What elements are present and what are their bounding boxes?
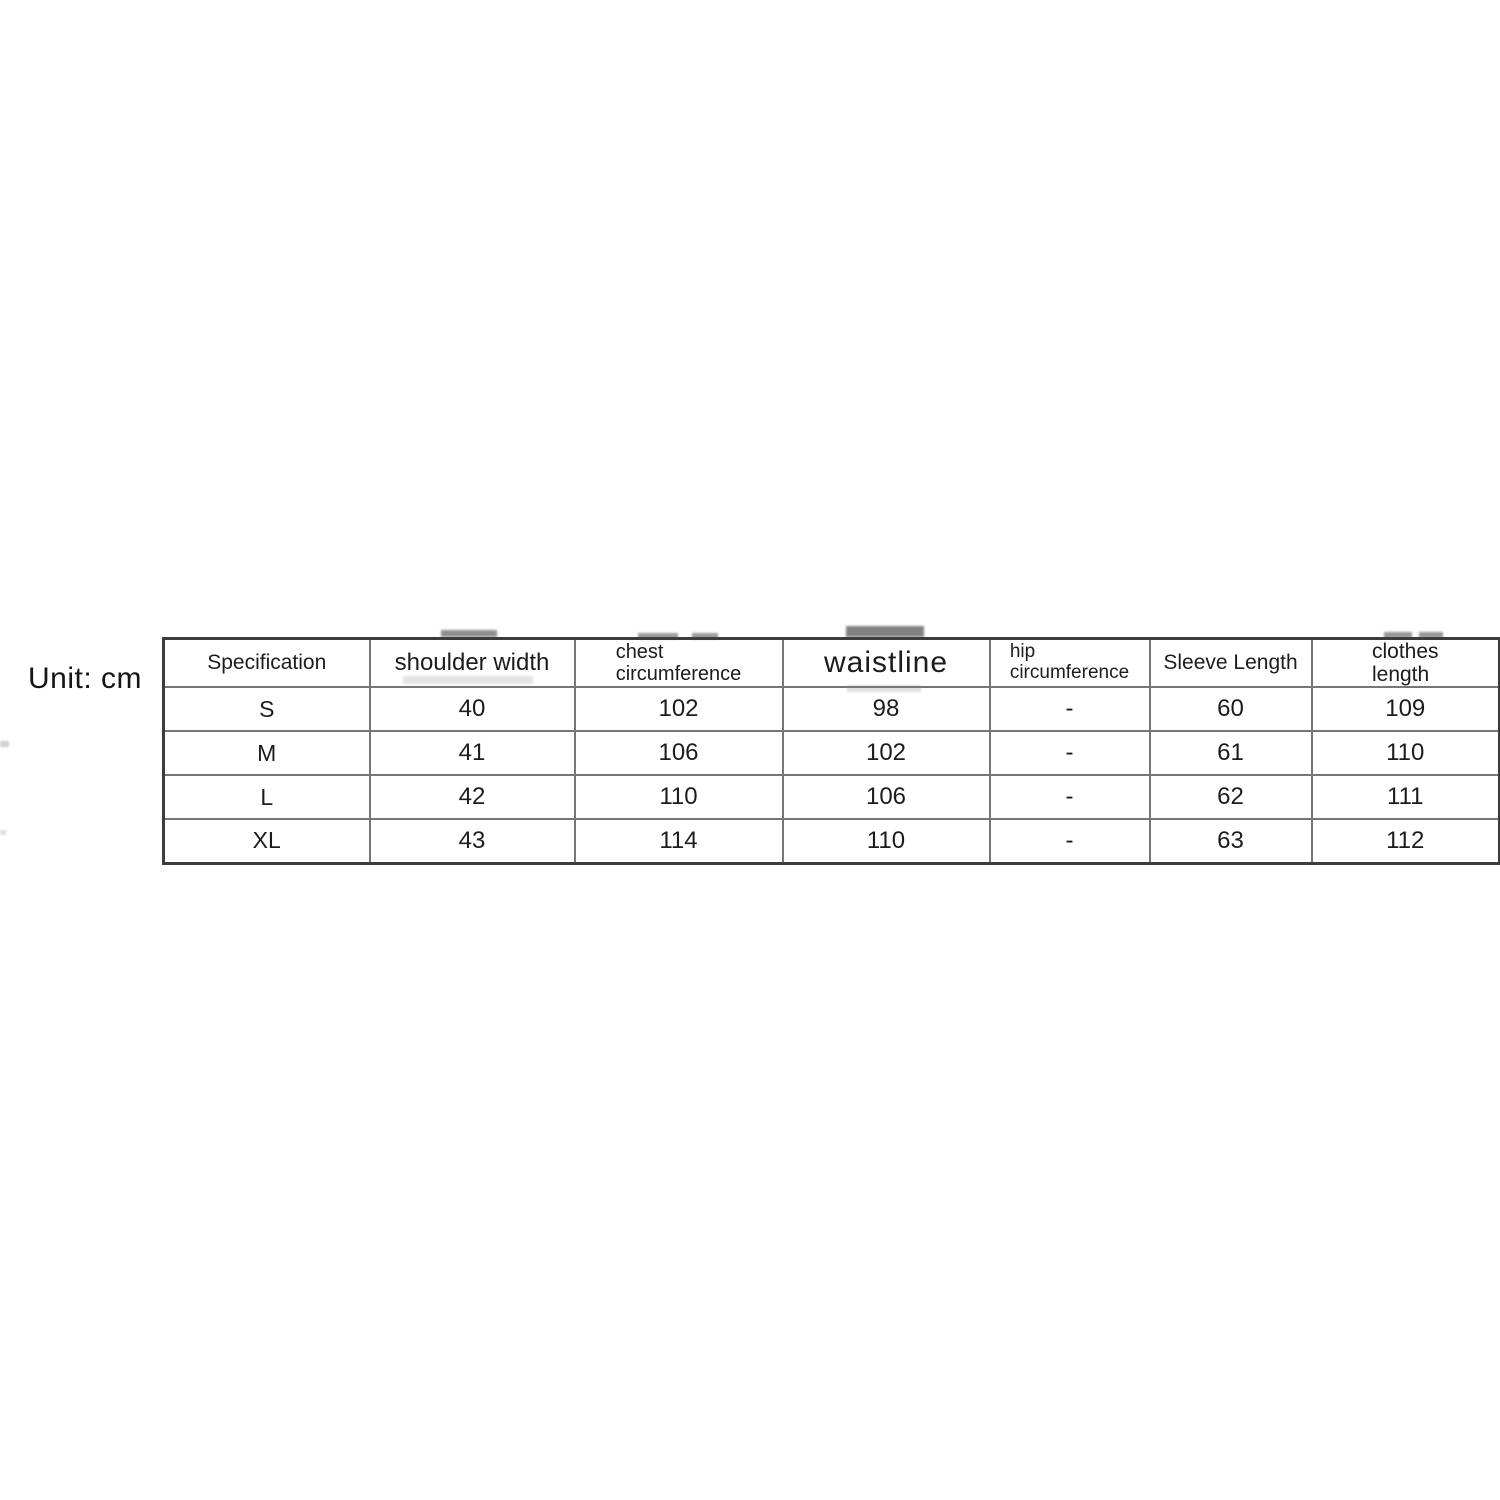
table-row-s: S 40 102 98 - 60 109 [162, 686, 1500, 733]
waistline-value: 98 [781, 686, 991, 733]
size-label: XL [162, 818, 371, 865]
col-header-label: waistline [823, 646, 949, 680]
shoulder-width-value: 41 [368, 730, 576, 777]
sleeve-length-value: 63 [1148, 818, 1313, 865]
size-label: M [162, 730, 371, 777]
sleeve-length-value: 62 [1148, 774, 1313, 821]
erasure-artifact [441, 630, 497, 637]
erasure-artifact [846, 626, 924, 637]
col-header-waistline: waistline [781, 637, 991, 689]
chest-circumference-value: 102 [573, 686, 784, 733]
waistline-value: 110 [781, 818, 991, 865]
waistline-value: 102 [781, 730, 991, 777]
col-header-specification: Specification [162, 637, 371, 689]
col-header-hip-circumference: hip circumference [988, 637, 1151, 689]
shoulder-width-value: 40 [368, 686, 576, 733]
table-row-xl: XL 43 114 110 - 63 112 [162, 818, 1500, 865]
hip-circumference-value: - [988, 818, 1151, 865]
col-header-label: Sleeve Length [1163, 651, 1298, 675]
col-header-shoulder-width: shoulder width [368, 637, 576, 689]
table-row-l: L 42 110 106 - 62 111 [162, 774, 1500, 821]
col-header-clothes-length: clothes length [1310, 637, 1500, 689]
hip-circumference-value: - [988, 686, 1151, 733]
sleeve-length-value: 60 [1148, 686, 1313, 733]
shoulder-width-value: 42 [368, 774, 576, 821]
shoulder-width-value: 43 [368, 818, 576, 865]
size-spec-table: Specification shoulder width chest circu… [162, 637, 1500, 865]
sleeve-length-value: 61 [1148, 730, 1313, 777]
clothes-length-value: 109 [1310, 686, 1500, 733]
col-header-sleeve-length: Sleeve Length [1148, 637, 1313, 689]
unit-label: Unit: cm [28, 662, 143, 695]
size-label: S [162, 686, 371, 733]
clothes-length-value: 112 [1310, 818, 1500, 865]
col-header-label: clothes length [1371, 640, 1439, 687]
col-header-chest-circumference: chest circumference [573, 637, 784, 689]
col-header-label: hip circumference [1009, 641, 1130, 684]
col-header-label: chest circumference [615, 641, 742, 686]
size-label: L [162, 774, 371, 821]
clothes-length-value: 111 [1310, 774, 1500, 821]
clothes-length-value: 110 [1310, 730, 1500, 777]
hip-circumference-value: - [988, 730, 1151, 777]
chest-circumference-value: 106 [573, 730, 784, 777]
header-row: Specification shoulder width chest circu… [162, 637, 1500, 689]
col-header-label: shoulder width [394, 649, 550, 677]
col-header-label: Specification [207, 651, 327, 675]
hip-circumference-value: - [988, 774, 1151, 821]
erasure-artifact [0, 741, 9, 747]
waistline-value: 106 [781, 774, 991, 821]
chest-circumference-value: 114 [573, 818, 784, 865]
table-row-m: M 41 106 102 - 61 110 [162, 730, 1500, 777]
erasure-artifact [0, 830, 6, 835]
chest-circumference-value: 110 [573, 774, 784, 821]
